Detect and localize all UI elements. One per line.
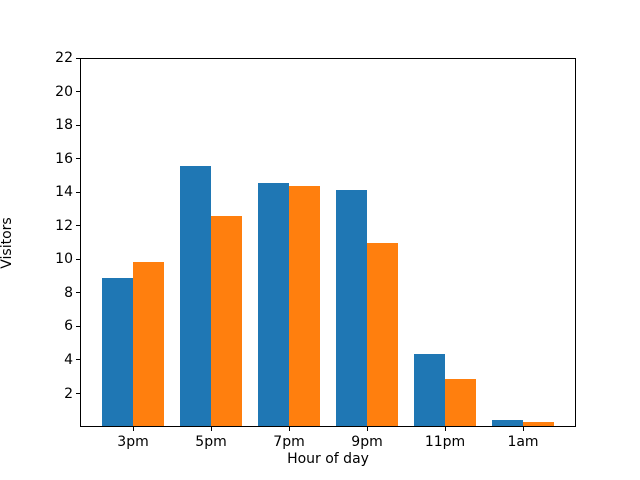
- bar-orange-series-9pm: [367, 243, 399, 426]
- y-tick-label: 6: [64, 318, 73, 335]
- bar-blue-series-7pm: [257, 183, 289, 426]
- bar-orange-series-7pm: [289, 186, 321, 426]
- y-tick-label: 8: [64, 284, 73, 301]
- x-tick-mark: [366, 427, 368, 431]
- y-tick-mark: [76, 359, 80, 361]
- y-tick-mark: [76, 57, 80, 59]
- y-tick-mark: [76, 91, 80, 92]
- bar-orange-series-5pm: [211, 216, 243, 426]
- bar-orange-series-11pm: [445, 379, 477, 426]
- bar-orange-series-1am: [523, 422, 555, 426]
- bar-blue-series-11pm: [413, 354, 445, 426]
- y-tick-label: 20: [55, 83, 73, 100]
- x-tick-label: 9pm: [351, 434, 383, 450]
- x-tick-mark: [288, 427, 290, 431]
- y-tick-mark: [76, 325, 80, 327]
- y-axis-label: Visitors: [0, 217, 15, 269]
- x-tick-label: 7pm: [273, 434, 305, 450]
- y-tick-label: 2: [64, 385, 73, 402]
- y-tick-mark: [76, 225, 80, 227]
- y-tick-label: 18: [55, 117, 73, 134]
- y-tick-mark: [76, 158, 80, 160]
- plot-spine-right: [575, 58, 576, 427]
- x-tick-mark: [210, 427, 212, 431]
- plot-spine-bottom: [80, 426, 576, 427]
- bar-blue-series-9pm: [335, 190, 367, 426]
- x-axis-label: Hour of day: [287, 451, 369, 467]
- x-tick-label: 1am: [507, 434, 539, 450]
- x-tick-label: 11pm: [424, 434, 466, 450]
- bar-blue-series-1am: [491, 420, 523, 426]
- y-tick-mark: [76, 191, 80, 193]
- x-tick-label: 3pm: [117, 434, 149, 450]
- y-tick-label: 22: [55, 50, 73, 66]
- y-tick-label: 10: [55, 251, 73, 268]
- y-tick-label: 4: [64, 351, 73, 368]
- bar-orange-series-3pm: [133, 262, 165, 426]
- plot-spine-left: [80, 58, 81, 427]
- y-tick-label: 14: [55, 184, 73, 201]
- y-tick-mark: [76, 393, 80, 394]
- plot-spine-top: [80, 58, 576, 59]
- bar-blue-series-3pm: [101, 278, 133, 426]
- x-tick-mark: [522, 427, 524, 431]
- x-tick-mark: [444, 427, 446, 431]
- bar-blue-series-5pm: [179, 166, 211, 426]
- y-tick-mark: [76, 258, 80, 260]
- y-tick-label: 12: [55, 217, 73, 234]
- y-tick-mark: [76, 124, 80, 126]
- x-tick-label: 5pm: [195, 434, 227, 450]
- x-tick-mark: [132, 427, 134, 431]
- y-tick-mark: [76, 292, 80, 294]
- y-tick-label: 16: [55, 150, 73, 167]
